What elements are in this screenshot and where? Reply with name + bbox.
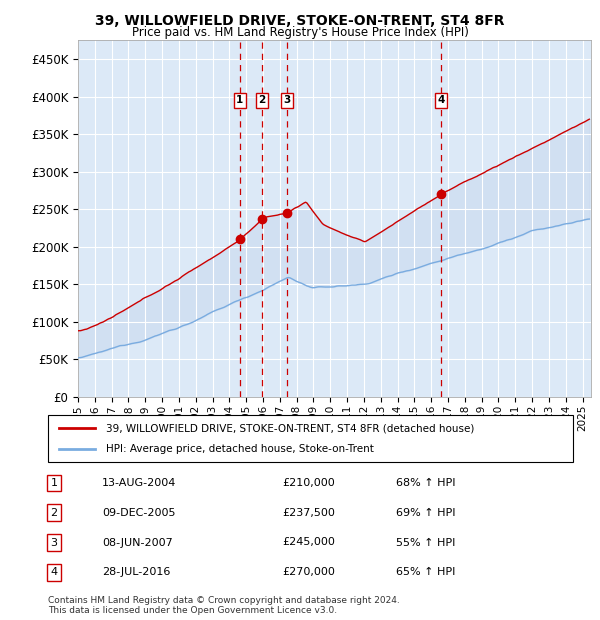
Text: 3: 3 [50,538,58,547]
Text: 65% ↑ HPI: 65% ↑ HPI [396,567,455,577]
Text: 55% ↑ HPI: 55% ↑ HPI [396,538,455,547]
Text: 4: 4 [50,567,58,577]
Text: £210,000: £210,000 [282,478,335,488]
Text: 1: 1 [236,95,244,105]
Text: 4: 4 [437,95,445,105]
Text: 39, WILLOWFIELD DRIVE, STOKE-ON-TRENT, ST4 8FR: 39, WILLOWFIELD DRIVE, STOKE-ON-TRENT, S… [95,14,505,28]
Text: 08-JUN-2007: 08-JUN-2007 [102,538,173,547]
Text: 3: 3 [283,95,290,105]
Text: Contains HM Land Registry data © Crown copyright and database right 2024.
This d: Contains HM Land Registry data © Crown c… [48,596,400,615]
Text: 28-JUL-2016: 28-JUL-2016 [102,567,170,577]
Text: HPI: Average price, detached house, Stoke-on-Trent: HPI: Average price, detached house, Stok… [106,444,374,454]
Text: 1: 1 [50,478,58,488]
Text: £245,000: £245,000 [282,538,335,547]
Text: £237,500: £237,500 [282,508,335,518]
Text: 2: 2 [258,95,265,105]
Text: Price paid vs. HM Land Registry's House Price Index (HPI): Price paid vs. HM Land Registry's House … [131,26,469,39]
Text: 13-AUG-2004: 13-AUG-2004 [102,478,176,488]
Text: £270,000: £270,000 [282,567,335,577]
Text: 09-DEC-2005: 09-DEC-2005 [102,508,176,518]
FancyBboxPatch shape [48,415,573,462]
Text: 69% ↑ HPI: 69% ↑ HPI [396,508,455,518]
Text: 68% ↑ HPI: 68% ↑ HPI [396,478,455,488]
Text: 39, WILLOWFIELD DRIVE, STOKE-ON-TRENT, ST4 8FR (detached house): 39, WILLOWFIELD DRIVE, STOKE-ON-TRENT, S… [106,423,474,433]
Text: 2: 2 [50,508,58,518]
